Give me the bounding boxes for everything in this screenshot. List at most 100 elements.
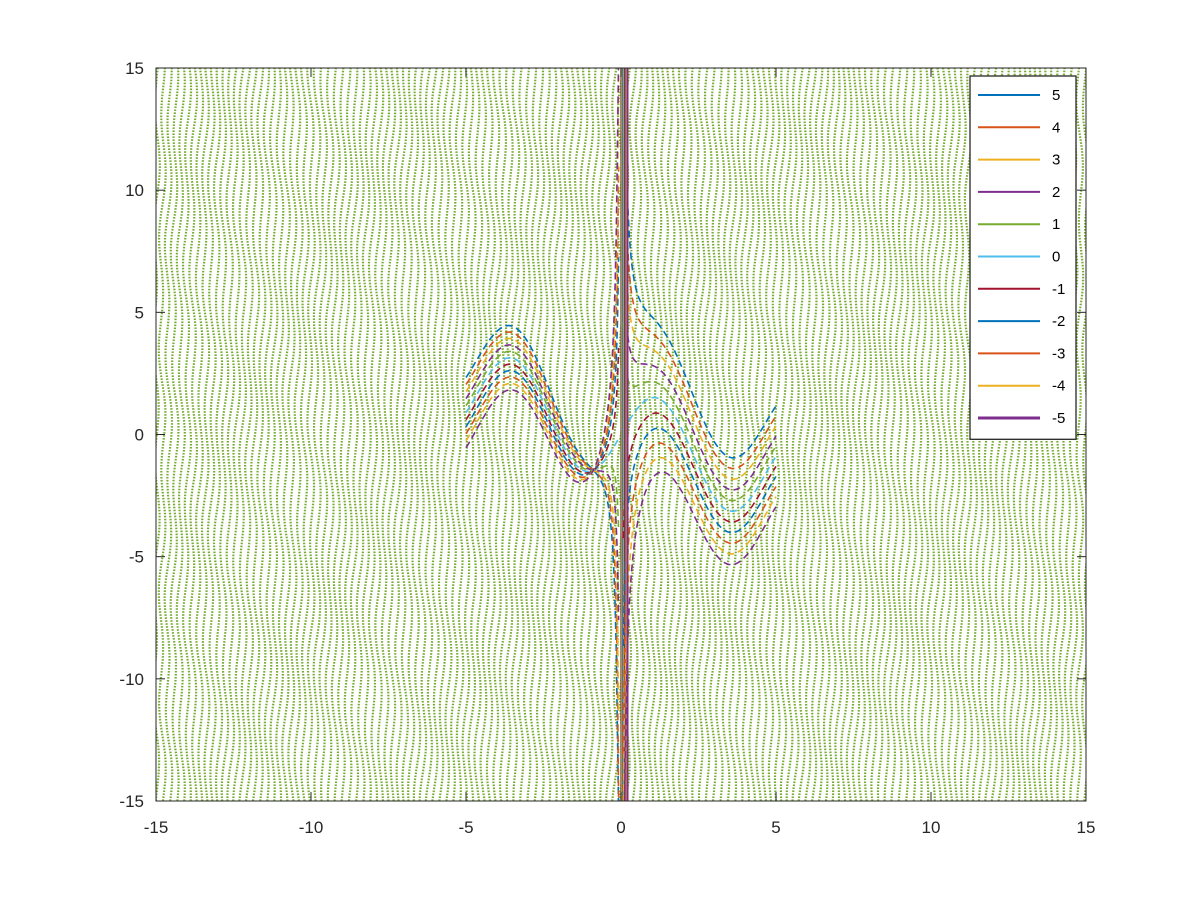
field-line (579, 68, 589, 801)
field-line (758, 68, 769, 801)
field-line (708, 68, 720, 801)
field-line (498, 68, 508, 801)
field-line (411, 68, 422, 801)
field-line (734, 68, 744, 801)
field-line (646, 68, 657, 801)
field-line (312, 68, 322, 801)
field-line (262, 68, 273, 801)
legend-entry-1: 1 (1052, 216, 1060, 233)
field-line (491, 68, 503, 801)
axes (155, 67, 1087, 802)
field-line (374, 68, 385, 801)
field-line (318, 68, 329, 801)
field-line (522, 68, 534, 801)
field-line (200, 68, 211, 801)
field-line (634, 68, 645, 801)
field-line (777, 68, 788, 801)
x-tick-label: 10 (922, 818, 941, 837)
field-line (367, 68, 379, 801)
field-line (684, 68, 695, 801)
legend-entry--3: -3 (1052, 345, 1065, 362)
curve-2 (465, 214, 777, 621)
y-tick-label: 5 (135, 303, 144, 322)
field-line (454, 68, 465, 801)
field-line (920, 68, 930, 801)
field-line (591, 68, 602, 801)
y-tick-label: -15 (119, 792, 144, 811)
field-line (839, 68, 849, 801)
y-tick-label: 10 (125, 181, 144, 200)
field-line (306, 68, 316, 801)
legend-box (969, 75, 1077, 440)
field-line (330, 68, 341, 801)
curve--2 (465, 257, 777, 647)
field-line (553, 68, 565, 801)
field-line (219, 68, 230, 801)
field-line (188, 68, 199, 801)
field-line (572, 68, 583, 801)
field-line (746, 68, 757, 801)
y-tick-label: -10 (119, 670, 144, 689)
field-line (690, 68, 700, 801)
y-axis-ticks: -15 -10 -5 0 5 10 15 (119, 59, 144, 811)
field-line (771, 68, 781, 801)
field-line (448, 68, 459, 801)
legend-entry--4: -4 (1052, 378, 1065, 395)
field-line (814, 68, 825, 801)
x-tick-label: -5 (458, 818, 473, 837)
curve--5 (465, 68, 777, 801)
field-line (876, 68, 887, 801)
field-line (702, 68, 713, 801)
legend-entry-3: 3 (1052, 152, 1060, 169)
field-line (653, 68, 663, 801)
field-line (516, 68, 527, 801)
legend-entry-2: 2 (1052, 184, 1060, 201)
y-tick-label: -5 (129, 548, 144, 567)
x-tick-label: 15 (1077, 818, 1096, 837)
field-line (547, 68, 558, 801)
curve--1 (465, 347, 777, 539)
field-line (585, 68, 596, 801)
field-line (963, 68, 973, 801)
field-line (888, 68, 899, 801)
field-line (194, 68, 205, 801)
field-line (944, 68, 955, 801)
field-line (894, 68, 906, 801)
field-line (901, 68, 912, 801)
legend-entry--5: -5 (1052, 410, 1065, 427)
field-line (275, 68, 285, 801)
field-line (696, 68, 707, 801)
legend-entry--1: -1 (1052, 281, 1065, 298)
field-line (677, 68, 689, 801)
field-line (950, 68, 961, 801)
field-line (250, 68, 261, 801)
field-line (461, 68, 471, 801)
field-line (442, 68, 453, 801)
y-tick-label: 0 (135, 426, 144, 445)
field-line (256, 68, 267, 801)
x-tick-label: 5 (771, 818, 780, 837)
legend-entry--2: -2 (1052, 313, 1065, 330)
field-line (628, 68, 639, 801)
field-line (597, 68, 608, 801)
field-line (832, 68, 844, 801)
field-line (467, 68, 477, 801)
field-line (510, 68, 521, 801)
field-line (783, 68, 794, 801)
field-line (269, 68, 279, 801)
plot-area (155, 67, 1087, 802)
legend-entry-0: 0 (1052, 249, 1060, 266)
field-line (504, 68, 515, 801)
field-line (820, 68, 831, 801)
field-line (752, 68, 763, 801)
field-line (393, 68, 403, 801)
field-line (870, 68, 881, 801)
x-tick-label: 0 (616, 818, 625, 837)
field-line (398, 68, 410, 801)
field-lines (156, 68, 1086, 801)
field-line (882, 68, 893, 801)
field-line (361, 68, 372, 801)
field-line (957, 68, 967, 801)
field-line (281, 68, 292, 801)
